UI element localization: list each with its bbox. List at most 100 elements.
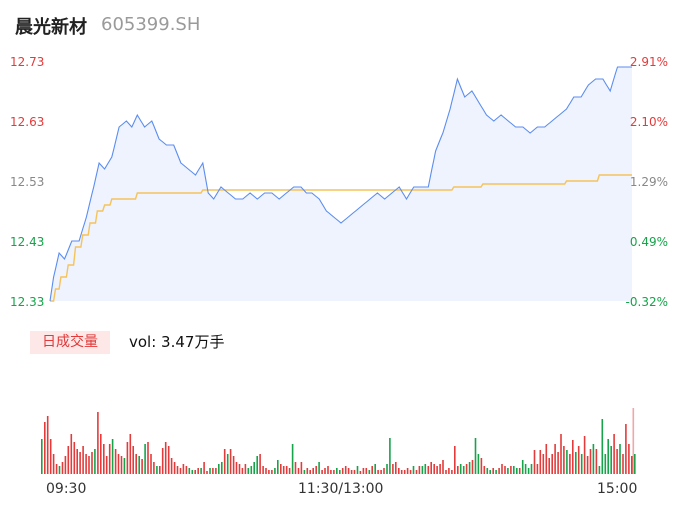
volume-bar <box>353 470 356 474</box>
volume-bar <box>344 466 347 474</box>
volume-bar <box>315 466 317 474</box>
volume-bar <box>126 442 129 474</box>
volume-bar <box>100 434 102 474</box>
volume-bar <box>188 468 191 474</box>
volume-bar <box>159 466 161 474</box>
volume-bar <box>465 464 468 474</box>
volume-bar <box>226 454 229 474</box>
volume-bar <box>383 468 385 474</box>
volume-bar <box>459 464 462 474</box>
volume-bar <box>282 466 285 474</box>
volume-bar <box>218 464 220 474</box>
volume-bar <box>277 460 279 474</box>
volume-bar <box>324 468 326 474</box>
volume-bar <box>371 466 373 474</box>
volume-bar <box>518 468 521 474</box>
volume-bar <box>507 468 509 474</box>
volume-bar <box>129 434 132 474</box>
volume-bar <box>551 454 553 474</box>
volume-bar <box>575 452 577 474</box>
volume-bar <box>601 419 604 474</box>
volume-bar <box>138 456 140 474</box>
volume-bar <box>548 458 550 474</box>
volume-bar <box>442 460 444 474</box>
volume-bar <box>197 468 199 474</box>
volume-bar <box>589 449 592 474</box>
volume-bar <box>610 446 612 474</box>
volume-bar <box>318 462 320 474</box>
volume-bar <box>445 470 447 474</box>
volume-bar <box>132 446 134 474</box>
volume-bar <box>631 456 633 474</box>
volume-bar <box>498 468 500 474</box>
volume-bar <box>85 454 87 474</box>
volume-bar <box>598 466 601 474</box>
volume-bar <box>580 454 583 474</box>
volume-bar <box>516 468 518 474</box>
volume-bar <box>339 470 341 474</box>
volume-bar <box>392 464 394 474</box>
volume-bar <box>176 466 179 474</box>
volume-bar <box>457 466 459 474</box>
volume-bar <box>557 452 559 474</box>
volume-bar <box>356 466 359 474</box>
volume-bar <box>569 454 571 474</box>
volume-bar <box>468 462 471 474</box>
volume-bar <box>333 470 335 474</box>
volume-bar <box>395 462 397 474</box>
volume-bar <box>527 468 530 474</box>
volume-bar <box>495 470 497 474</box>
volume-bar <box>454 446 456 474</box>
volume-bar <box>374 464 376 474</box>
volume-bar <box>117 454 120 474</box>
volume-bar <box>483 466 486 474</box>
volume-bar <box>147 442 149 474</box>
price-label-lower: 12.43 <box>10 235 45 249</box>
volume-bar <box>209 468 211 474</box>
volume-bar <box>427 466 430 474</box>
volume-bar <box>52 454 55 474</box>
volume-bar <box>250 466 253 474</box>
volume-bar <box>530 464 533 474</box>
volume-bar <box>613 434 615 474</box>
volume-bar <box>524 464 527 474</box>
volume-bar <box>418 466 421 474</box>
volume-bar <box>536 464 539 474</box>
volume-bar <box>545 444 548 474</box>
volume-bar <box>336 468 338 474</box>
volume-bar <box>400 470 403 474</box>
volume-bar <box>141 459 143 474</box>
volume-bar <box>563 446 565 474</box>
volume-bar <box>368 470 371 474</box>
volume-bar <box>480 458 483 474</box>
time-label-midday: 11:30/13:00 <box>298 481 384 497</box>
volume-bar <box>212 468 214 474</box>
volume-bar <box>409 470 412 474</box>
volume-bar <box>105 456 108 474</box>
volume-bar <box>403 470 406 474</box>
volume-bar <box>398 468 400 474</box>
volume-bar <box>572 440 574 474</box>
volume-bar <box>274 468 276 474</box>
volume-bar <box>510 466 512 474</box>
volume-bar <box>103 444 105 474</box>
volume-bar <box>203 462 205 474</box>
volume-bar <box>303 470 306 474</box>
volume-bar <box>421 466 424 474</box>
volume-bar <box>451 470 453 474</box>
price-label-mid: 12.53 <box>10 175 45 189</box>
volume-bar <box>607 439 609 474</box>
volume-bar <box>619 444 621 474</box>
volume-bar <box>586 456 589 474</box>
volume-tab[interactable]: 日成交量 <box>30 331 110 354</box>
volume-bar <box>513 466 515 474</box>
volume-bar <box>542 454 545 474</box>
volume-bar <box>280 464 282 474</box>
volume-bar <box>153 462 155 474</box>
volume-bar <box>123 458 126 474</box>
volume-bar <box>291 444 294 474</box>
volume-bar <box>215 468 217 474</box>
time-label-open: 09:30 <box>46 481 87 497</box>
volume-bar <box>462 466 465 474</box>
